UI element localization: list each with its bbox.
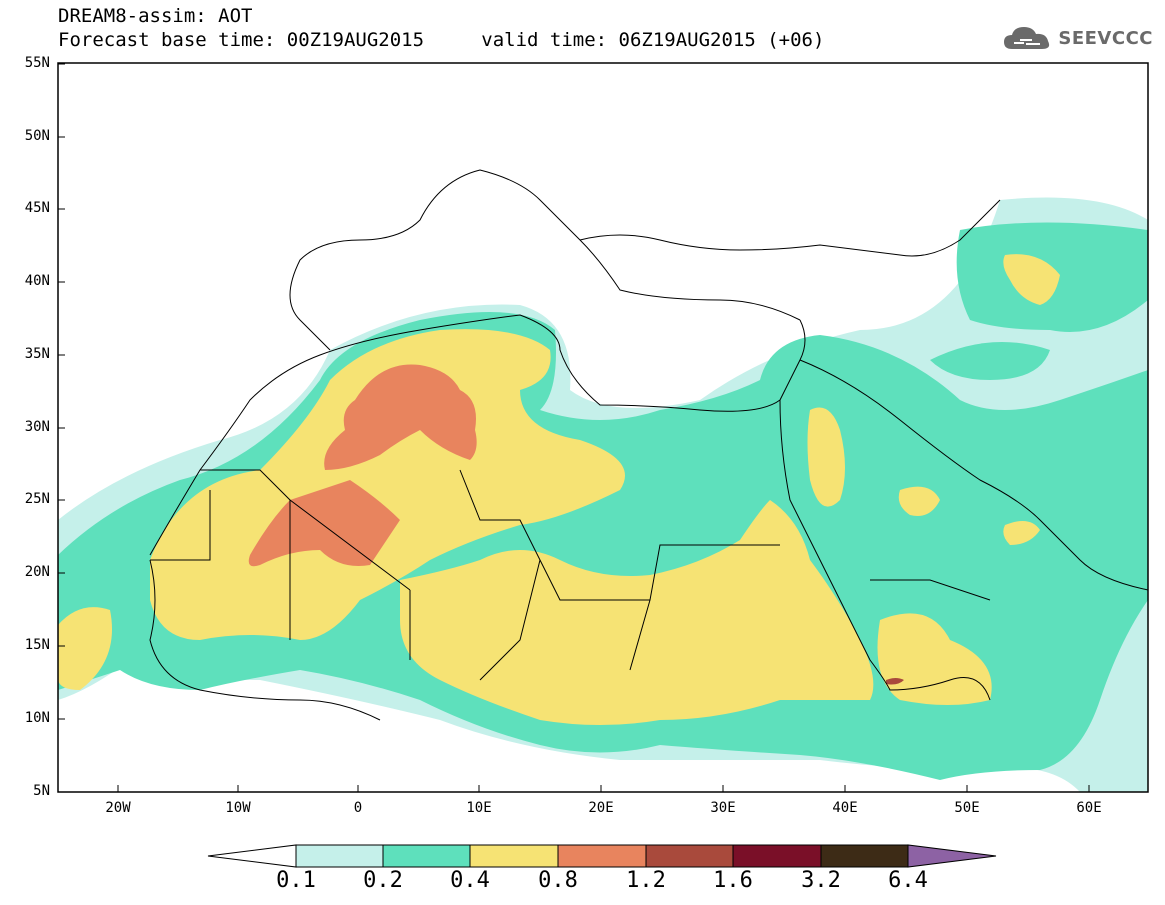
- lon-label: 30E: [710, 800, 736, 816]
- colorbar: [207, 844, 997, 868]
- time-line: Forecast base time: 00Z19AUG2015 valid t…: [58, 28, 824, 52]
- valid-time: valid time: 06Z19AUG2015 (+06): [481, 29, 825, 51]
- colorbar-swatch: [469, 844, 559, 868]
- lon-label: 0: [353, 800, 363, 816]
- colorbar-label: 0.4: [450, 868, 490, 893]
- colorbar-swatch: [645, 844, 734, 868]
- aot-band-0.4: [58, 254, 1060, 725]
- colorbar-label: 1.6: [713, 868, 753, 893]
- aot-field: [58, 197, 1148, 792]
- colorbar-swatch: [295, 844, 384, 868]
- graticule: [58, 63, 1090, 792]
- colorbar-upper-arrow: [907, 844, 997, 868]
- colorbar-label: 0.2: [363, 868, 403, 893]
- lat-label: 35N: [24, 346, 50, 362]
- aot-band-0.8: [248, 364, 477, 567]
- map-frame: [57, 62, 1149, 793]
- lat-label: 55N: [24, 55, 50, 71]
- lat-label: 45N: [24, 200, 50, 216]
- lat-label: 5N: [33, 783, 50, 799]
- lon-label: 10E: [466, 800, 492, 816]
- logo-text: SEEVCCC: [1058, 27, 1153, 49]
- colorbar-swatch: [732, 844, 822, 868]
- colorbar-swatch: [820, 844, 909, 868]
- lat-label: 30N: [24, 419, 50, 435]
- colorbar-label: 3.2: [801, 868, 841, 893]
- lon-label: 40E: [832, 800, 858, 816]
- colorbar-label: 1.2: [626, 868, 666, 893]
- lon-label: 20W: [105, 800, 131, 816]
- lat-label: 10N: [24, 710, 50, 726]
- colorbar-label: 0.8: [538, 868, 578, 893]
- colorbar-swatch: [382, 844, 471, 868]
- colorbar-label: 6.4: [888, 868, 928, 893]
- lon-label: 20E: [588, 800, 614, 816]
- coastlines: [149, 169, 1148, 721]
- lon-label: 10W: [225, 800, 251, 816]
- base-time: Forecast base time: 00Z19AUG2015: [58, 29, 425, 51]
- colorbar-lower-arrow: [207, 844, 297, 868]
- lat-label: 15N: [24, 637, 50, 653]
- lon-label: 50E: [954, 800, 980, 816]
- lat-label: 25N: [24, 491, 50, 507]
- seevccc-logo: SEEVCCC: [1002, 22, 1153, 54]
- lat-label: 50N: [24, 128, 50, 144]
- cloud-icon: [1004, 27, 1050, 49]
- colorbar-swatch: [557, 844, 647, 868]
- lon-label: 60E: [1076, 800, 1102, 816]
- lat-label: 20N: [24, 564, 50, 580]
- lat-label: 40N: [24, 273, 50, 289]
- product-title: DREAM8-assim: AOT: [58, 5, 253, 27]
- colorbar-label: 0.1: [276, 868, 316, 893]
- title-block: DREAM8-assim: AOT Forecast base time: 00…: [58, 4, 824, 52]
- aot-band-1.2: [886, 678, 904, 685]
